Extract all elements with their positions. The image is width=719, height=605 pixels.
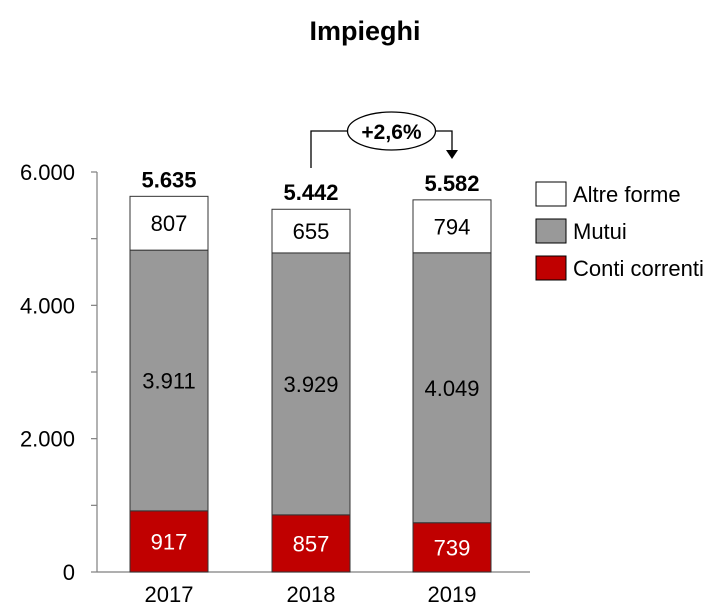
- legend-swatch: [535, 218, 567, 244]
- data-label: 794: [434, 214, 471, 239]
- y-tick-label: 0: [63, 560, 75, 585]
- data-label: 655: [293, 219, 330, 244]
- data-label: 3.929: [283, 372, 338, 397]
- bar-segment: [129, 249, 209, 512]
- legend-label: Altre forme: [573, 182, 681, 207]
- chart-title: Impieghi: [309, 16, 420, 46]
- total-label: 5.442: [283, 180, 338, 205]
- legend-swatch: [535, 255, 567, 281]
- y-tick-label: 4.000: [20, 293, 75, 318]
- bar-segment: [412, 252, 492, 524]
- x-tick-label: 2019: [428, 582, 477, 605]
- legend-swatch: [535, 181, 567, 207]
- y-axis: 0 2.000 4.000 6.000: [20, 160, 98, 585]
- y-tick-label: 6.000: [20, 160, 75, 185]
- arrow-head-icon: [446, 150, 458, 159]
- bar-segment: [271, 514, 351, 573]
- data-label: 807: [151, 211, 188, 236]
- legend-label: Mutui: [573, 219, 627, 244]
- data-label: 4.049: [424, 376, 479, 401]
- data-label: 739: [434, 535, 471, 560]
- x-axis: 2017 2018 2019: [97, 571, 530, 605]
- annotation-ellipse: [346, 111, 437, 151]
- bar-segment: [271, 208, 351, 254]
- legend-label: Conti correnti: [573, 256, 704, 281]
- bar-segment: [412, 199, 492, 254]
- bars: 917 3.911 807 5.635 857 3.929 655 5.442 739 4.049…: [129, 167, 492, 573]
- bar-segment: [129, 195, 209, 251]
- data-label: 3.911: [142, 369, 195, 394]
- y-tick-label: 2.000: [20, 427, 75, 452]
- annotation-label: +2,6%: [361, 121, 421, 144]
- x-tick-label: 2018: [287, 582, 336, 605]
- total-label: 5.635: [141, 167, 196, 192]
- x-tick-label: 2017: [145, 582, 194, 605]
- total-label: 5.582: [424, 171, 479, 196]
- bar-segment: [129, 510, 209, 573]
- growth-annotation: +2,6%: [310, 111, 458, 168]
- bar-segment: [271, 252, 351, 516]
- data-label: 917: [151, 529, 188, 554]
- legend: Altre forme Mutui Conti correnti: [535, 181, 704, 281]
- data-label: 857: [293, 531, 330, 556]
